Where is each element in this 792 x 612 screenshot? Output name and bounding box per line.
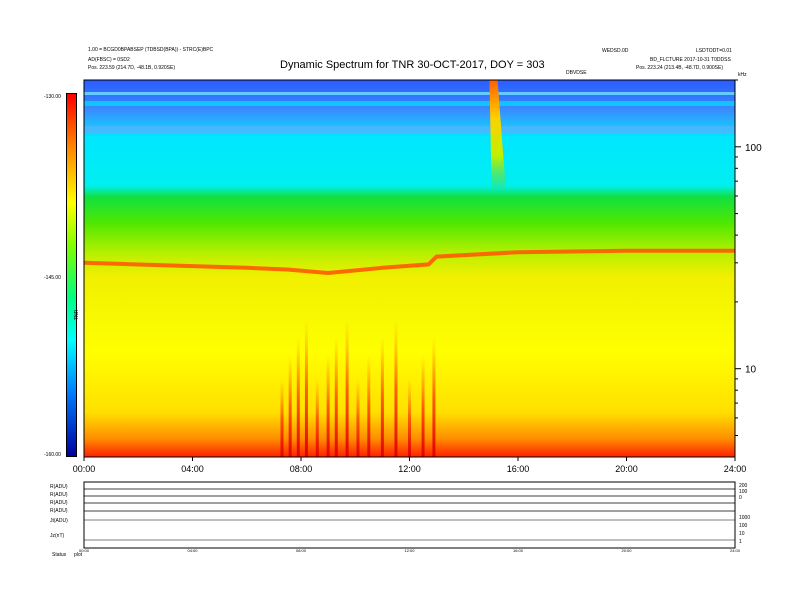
x-tick-label: 16:00 <box>507 464 530 474</box>
y-tick-label: 100 <box>745 143 762 154</box>
x-tick-label: 00:00 <box>73 464 96 474</box>
band-light-1 <box>84 92 735 95</box>
channel-label-6: Jz(nT) <box>50 533 65 539</box>
header-position-right: Pos. 223.24 (213.4B, -48.7D, 0.900SE) <box>636 65 723 71</box>
lower-x-tick-label: 12:00 <box>404 548 415 553</box>
spike-mark <box>280 378 284 457</box>
spike-mark <box>296 336 300 457</box>
band-light-3 <box>84 126 735 134</box>
spike-mark <box>356 378 360 457</box>
right-scale-1: 200 <box>739 483 748 489</box>
spike-mark <box>304 320 308 457</box>
channel-label-5: Jt(ADU) <box>50 518 68 524</box>
right-scale-5: 100 <box>739 523 748 529</box>
spike-mark <box>315 378 319 457</box>
spike-mark <box>432 336 436 457</box>
colorbar <box>66 93 77 457</box>
header-info-right-b: LSDTODT=0.01 <box>696 48 732 54</box>
header-info-line2: AD(FBSC) = 0SD2 <box>88 57 130 63</box>
lower-panel-frame <box>83 481 736 549</box>
footer-label-right: plot <box>74 552 83 558</box>
x-tick-label: 08:00 <box>290 464 313 474</box>
footer-label-left: Status <box>52 552 67 558</box>
lower-x-tick-label: 00:00 <box>79 548 90 553</box>
right-scale-6: 10 <box>739 531 745 537</box>
x-axis-ticks: 00:00 04:00 08:00 12:00 16:00 20:00 24:00 <box>73 457 747 474</box>
chart-title: Dynamic Spectrum for TNR 30-OCT-2017, DO… <box>280 59 545 71</box>
header-info-right-c: BD_FLCTURE 2017-10-31 T0DDSS <box>650 57 731 63</box>
spike-mark <box>288 355 292 457</box>
lower-x-ticks: 00:00 04:00 08:00 12:00 16:00 20:00 24:00 <box>79 548 741 553</box>
lower-x-tick-label: 08:00 <box>296 548 307 553</box>
x-tick-label: 20:00 <box>615 464 638 474</box>
x-tick-label: 12:00 <box>398 464 421 474</box>
colorbar-tick-top: -130.00 <box>44 94 61 100</box>
channel-label-3: R(ADU) <box>50 500 68 506</box>
channel-label-1: R(ADU) <box>50 484 68 490</box>
radio-burst <box>489 80 506 189</box>
header-info-right-a: WEDSD.0D <box>602 48 629 54</box>
lower-x-tick-label: 04:00 <box>187 548 198 553</box>
lower-x-tick-label: 24:00 <box>730 548 741 553</box>
x-tick-label: 04:00 <box>181 464 204 474</box>
header-center-label: DBVDSE <box>566 70 587 76</box>
spike-mark <box>326 355 330 457</box>
colorbar-tick-mid: -145.00 <box>44 275 61 281</box>
lower-x-tick-label: 16:00 <box>513 548 524 553</box>
frequency-unit-label: kHz <box>738 72 747 78</box>
lower-x-tick-label: 20:00 <box>621 548 632 553</box>
right-scale-2: 100 <box>739 489 748 495</box>
colorbar-tick-bottom: -160.00 <box>44 452 61 458</box>
low-frequency-spikes <box>280 320 436 457</box>
right-scale-7: 1 <box>739 539 742 545</box>
spike-mark <box>334 336 338 457</box>
spike-mark <box>367 355 371 457</box>
spike-mark <box>421 355 425 457</box>
band-light-2 <box>84 101 735 106</box>
spike-mark <box>345 320 349 457</box>
channel-label-2: R(ADU) <box>50 492 68 498</box>
plasma-line <box>83 248 735 276</box>
header-info-line1: 1.00 = BCGD0BPABSEP (TDBSD(BPA)) - STRC(… <box>88 47 214 53</box>
channel-lines <box>84 488 735 541</box>
x-tick-label: 24:00 <box>724 464 747 474</box>
spike-mark <box>408 378 411 457</box>
right-scale-4: 1000 <box>739 515 751 521</box>
y-tick-label: 10 <box>745 365 757 376</box>
right-scale-3: 0 <box>739 495 742 501</box>
header-position-left: Pos. 223.59 (214.7D, -48.1B, 0.920SE) <box>88 65 175 71</box>
channel-label-4: R(ADU) <box>50 508 68 514</box>
spike-mark <box>380 336 384 457</box>
y-axis-ticks: 100 10 <box>735 79 762 436</box>
spike-mark <box>394 320 398 457</box>
